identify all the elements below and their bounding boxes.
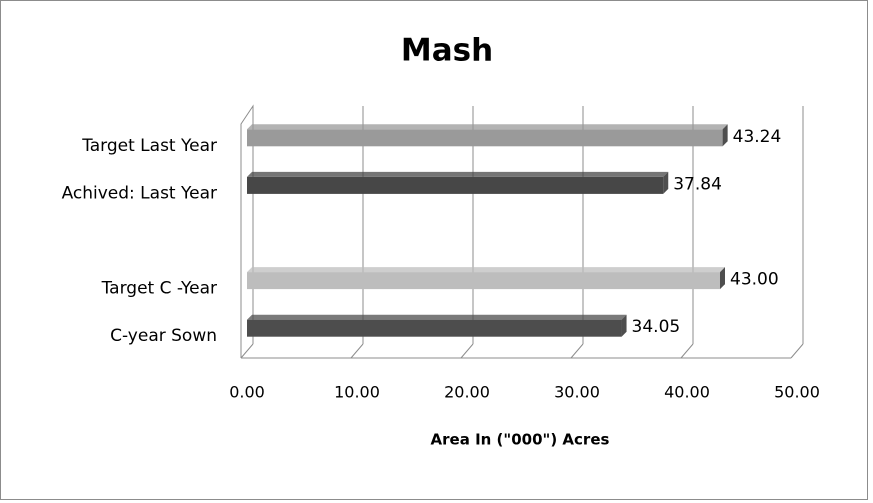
category-label: Target Last Year [81,136,217,156]
floor-line [460,343,474,359]
floor-line [240,343,254,359]
bar [247,129,723,147]
bar-top [247,314,627,320]
category-label: Achived: Last Year [62,183,217,203]
category-label: Target C -Year [101,279,217,299]
x-tick-label: 10.00 [334,383,380,402]
floor-line [350,343,364,359]
floor-line [790,343,804,359]
category-label: C-year Sown [110,326,217,346]
bar [247,319,622,337]
bar-top [247,171,669,177]
chart-title: Mash [401,33,493,69]
x-tick-label: 30.00 [554,383,600,402]
bar-top [247,267,725,273]
value-label: 34.05 [632,317,681,337]
x-tick-label: 0.00 [229,383,265,402]
x-tick-label: 40.00 [664,383,710,402]
floor-line [680,343,694,359]
floor-line [570,343,584,359]
bar-top [247,124,728,130]
bar-end [720,267,725,290]
bar [247,272,720,290]
bar [247,176,664,194]
bar-end [663,171,669,194]
x-tick-label: 20.00 [444,383,490,402]
x-axis-title: Area In ("000") Acres [431,431,610,449]
bar-end [722,124,728,147]
bar-end [621,314,627,337]
value-label: 37.84 [673,174,722,194]
value-label: 43.00 [730,270,779,290]
x-tick-label: 50.00 [774,383,820,402]
value-label: 43.24 [733,127,782,147]
